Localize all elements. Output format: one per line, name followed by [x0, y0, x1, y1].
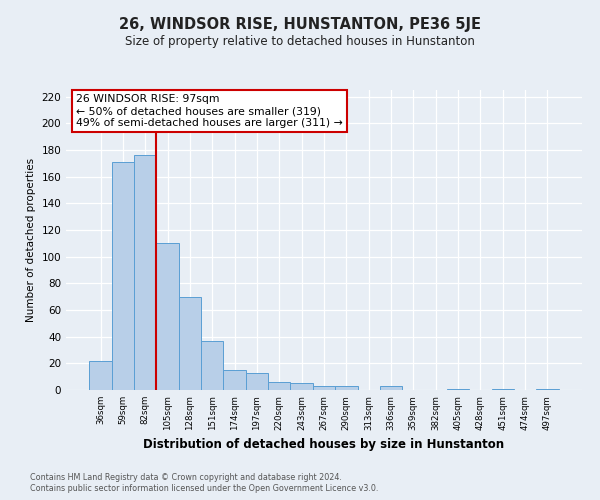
Bar — [246, 372, 268, 390]
Bar — [380, 386, 402, 390]
Bar — [290, 384, 313, 390]
Text: Contains HM Land Registry data © Crown copyright and database right 2024.: Contains HM Land Registry data © Crown c… — [30, 472, 342, 482]
Bar — [112, 162, 134, 390]
Bar — [134, 156, 157, 390]
Text: Size of property relative to detached houses in Hunstanton: Size of property relative to detached ho… — [125, 35, 475, 48]
Y-axis label: Number of detached properties: Number of detached properties — [26, 158, 36, 322]
Bar — [201, 340, 223, 390]
Bar — [536, 388, 559, 390]
Text: Contains public sector information licensed under the Open Government Licence v3: Contains public sector information licen… — [30, 484, 379, 493]
X-axis label: Distribution of detached houses by size in Hunstanton: Distribution of detached houses by size … — [143, 438, 505, 451]
Bar — [179, 296, 201, 390]
Text: 26 WINDSOR RISE: 97sqm
← 50% of detached houses are smaller (319)
49% of semi-de: 26 WINDSOR RISE: 97sqm ← 50% of detached… — [76, 94, 343, 128]
Text: 26, WINDSOR RISE, HUNSTANTON, PE36 5JE: 26, WINDSOR RISE, HUNSTANTON, PE36 5JE — [119, 18, 481, 32]
Bar — [313, 386, 335, 390]
Bar — [223, 370, 246, 390]
Bar — [335, 386, 358, 390]
Bar — [89, 360, 112, 390]
Bar — [268, 382, 290, 390]
Bar — [157, 244, 179, 390]
Bar — [447, 388, 469, 390]
Bar — [491, 388, 514, 390]
